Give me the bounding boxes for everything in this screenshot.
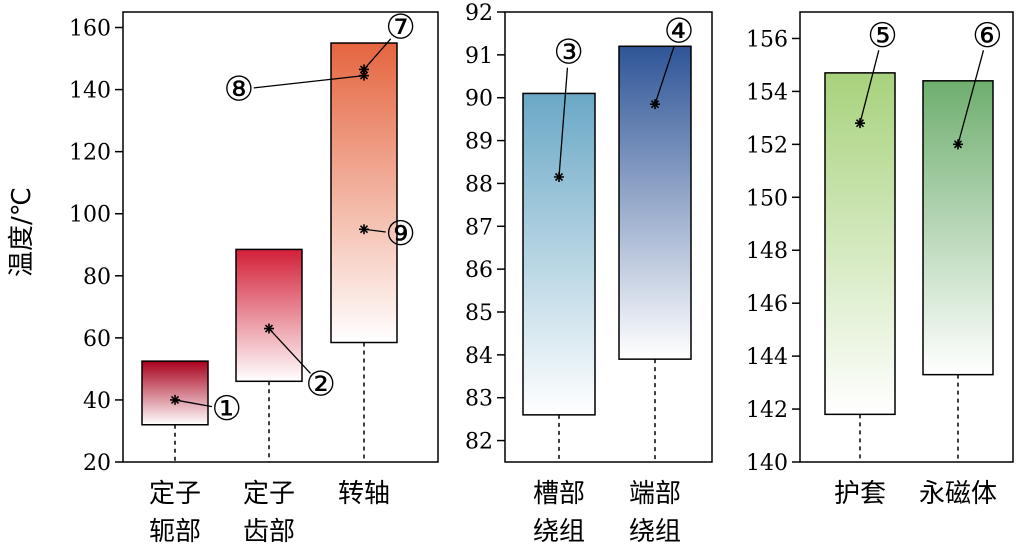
category-label: 永磁体 [919,479,997,509]
box-bar [235,248,303,383]
panel-frame [799,11,1014,463]
box-bar [141,360,209,426]
data-point-marker [170,394,180,405]
data-point-marker [554,172,564,182]
y-tick-label: 146 [746,292,788,317]
y-tick-label: 60 [83,327,111,352]
y-tick-label: 142 [746,398,788,423]
y-tick-label: 140 [69,79,111,104]
leader-line [253,74,365,89]
y-tick-label: 120 [69,141,111,166]
data-point-marker [359,64,369,75]
y-tick-label: 83 [465,387,493,412]
y-tick-label: 80 [83,265,111,290]
box-bar [922,80,994,376]
box-bar [330,42,398,344]
leader-line [558,67,569,178]
y-tick-label: 148 [746,239,788,264]
y-tick-label: 20 [83,451,111,476]
category-label: 轭部 [149,517,201,547]
y-tick-label: 82 [465,430,493,455]
data-point-marker [855,118,865,129]
data-point-marker [359,70,369,81]
category-label: 护套 [834,479,886,509]
category-label: 定子 [149,479,201,509]
y-tick-label: 92 [465,1,493,26]
point-label: ⑨ [385,214,415,254]
category-label: 槽部 [533,479,585,509]
y-tick-label: 156 [746,27,788,52]
leader-line [363,38,392,70]
chart-panel-3: 140 142 144 146 148 150 152 154 156 护套 永磁体 ⑤ ⑥ [746,11,1014,509]
y-tick-label: 90 [465,87,493,112]
box-bar [824,72,896,416]
panel-frame [504,11,713,463]
point-label: ⑤ [867,16,897,56]
y-tick-label: 89 [465,130,493,155]
y-tick-label: 144 [746,345,788,370]
y-tick-label: 100 [69,203,111,228]
category-label: 转轴 [338,479,390,509]
data-point-marker [650,99,660,110]
point-label: ⑧ [224,70,254,110]
box-bar [618,45,692,360]
point-label: ④ [664,11,694,51]
leader-line [859,50,880,124]
point-label: ③ [553,33,583,73]
category-label: 绕组 [533,517,585,547]
leader-line [654,45,675,105]
leader-line [268,328,311,374]
leader-line [957,50,985,145]
y-tick-label: 154 [746,80,788,105]
data-point-marker [359,224,369,235]
y-tick-label: 85 [465,301,493,326]
category-label: 绕组 [629,517,681,547]
y-tick-label: 160 [69,17,111,42]
point-label: ⑥ [972,16,1002,56]
point-label: ① [211,389,241,429]
data-point-marker [264,323,274,334]
leader-line [174,399,213,408]
category-label: 定子 [243,479,295,509]
box-bar [522,92,596,416]
point-label: ② [305,364,335,404]
y-tick-label: 88 [465,172,493,197]
y-tick-label: 91 [465,44,493,69]
y-tick-label: 84 [465,344,493,369]
y-tick-label: 140 [746,451,788,476]
panel-frame [122,11,439,463]
y-tick-label: 87 [465,215,493,240]
category-label: 端部 [629,479,681,509]
category-label: 齿部 [243,517,295,547]
y-tick-label: 40 [83,389,111,414]
data-point-marker [953,139,963,150]
y-tick-label: 152 [746,133,788,158]
point-label: ⑦ [385,8,415,48]
y-tick-label: 86 [465,258,493,283]
y-axis-label: 温度/℃ [7,187,37,277]
y-tick-label: 150 [746,186,788,211]
